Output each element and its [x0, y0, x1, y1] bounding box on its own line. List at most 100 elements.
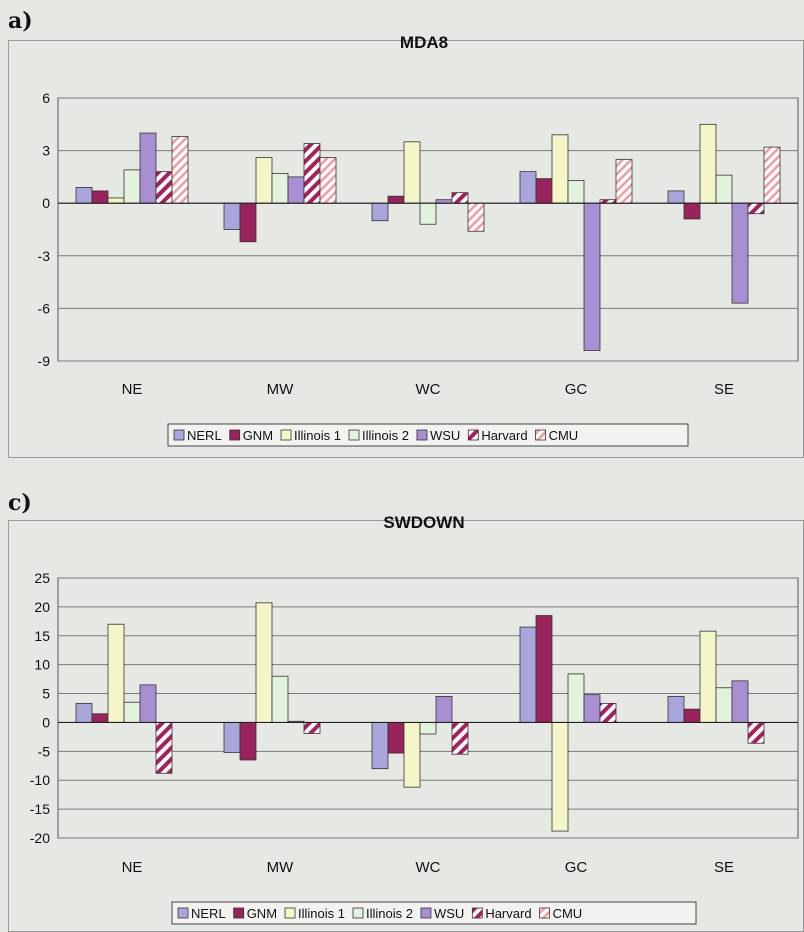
- bar-wsu-ne: [139, 684, 157, 723]
- plot-area: [57, 577, 799, 839]
- y-tick-label: 5: [42, 686, 50, 702]
- bar-gnm-ne: [91, 713, 109, 723]
- y-tick-label: 0: [42, 714, 50, 730]
- plot-area: [57, 97, 799, 362]
- bar-harvard-wc: [451, 192, 469, 204]
- bar-illinois-2-gc: [567, 673, 585, 723]
- bar-gnm-mw: [239, 722, 257, 761]
- category-label: SE: [714, 859, 734, 876]
- legend-label: CMU: [549, 428, 579, 443]
- bar-cmu-gc: [615, 158, 633, 204]
- bar-illinois-1-gc: [551, 722, 569, 832]
- bar-illinois-2-se: [715, 174, 733, 204]
- legend-label: NERL: [187, 428, 222, 443]
- legend-label: WSU: [434, 906, 464, 921]
- legend-swatch: [539, 907, 550, 919]
- legend-swatch: [535, 429, 546, 441]
- bar-nerl-ne: [75, 187, 93, 204]
- bar-wsu-se: [731, 680, 749, 723]
- y-tick-label: -15: [30, 801, 50, 817]
- bar-harvard-mw: [303, 722, 321, 734]
- legend-swatch: [352, 907, 364, 919]
- legend-label: GNM: [247, 906, 277, 921]
- y-tick-label: -9: [38, 353, 51, 369]
- bar-nerl-ne: [75, 702, 93, 723]
- bar-harvard-wc: [451, 722, 469, 755]
- legend-swatch: [420, 907, 432, 919]
- bar-illinois-1-ne: [107, 623, 125, 723]
- bar-nerl-mw: [223, 202, 241, 230]
- category-label: NE: [122, 859, 143, 876]
- bar-harvard-ne: [155, 722, 173, 774]
- bar-gnm-wc: [387, 195, 405, 204]
- bar-illinois-1-mw: [255, 602, 273, 723]
- legend-label: Harvard: [485, 906, 531, 921]
- bar-nerl-se: [667, 696, 685, 723]
- bar-wsu-gc: [583, 202, 601, 351]
- bar-illinois-2-mw: [271, 675, 289, 723]
- legend-label: Illinois 1: [298, 906, 345, 921]
- bar-gnm-gc: [535, 178, 553, 204]
- bar-nerl-wc: [371, 722, 389, 770]
- legend-swatch: [348, 429, 360, 441]
- legend-label: CMU: [553, 906, 583, 921]
- legend-label: Illinois 2: [362, 428, 409, 443]
- bar-illinois-1-mw: [255, 157, 273, 204]
- legend: NERL GNM Illinois 1 Illinois 2 WSU Harvard CMU: [171, 901, 697, 925]
- bar-cmu-ne: [171, 136, 189, 204]
- bar-cmu-mw: [319, 157, 337, 204]
- category-label: WC: [416, 381, 441, 398]
- legend-swatch: [173, 429, 185, 441]
- bar-illinois-2-wc: [419, 202, 437, 225]
- y-tick-label: 0: [42, 195, 50, 211]
- legend-box: [171, 901, 697, 925]
- legend-swatch: [284, 907, 296, 919]
- legend-swatch: [177, 907, 189, 919]
- bar-wsu-mw: [287, 176, 305, 204]
- bar-illinois-2-ne: [123, 169, 141, 204]
- legend-label: Illinois 1: [294, 428, 341, 443]
- bar-harvard-mw: [303, 143, 321, 204]
- y-tick-label: -20: [30, 830, 50, 846]
- bar-illinois-1-wc: [403, 722, 421, 788]
- y-tick-label: 6: [42, 90, 50, 106]
- chart-title: MDA8: [400, 33, 448, 52]
- category-label: NE: [122, 381, 143, 398]
- category-label: WC: [416, 859, 441, 876]
- category-label: GC: [565, 381, 588, 398]
- y-tick-label: -6: [38, 300, 51, 316]
- legend-swatch: [233, 907, 245, 919]
- bar-harvard-ne: [155, 171, 173, 204]
- legend-swatch: [471, 907, 483, 919]
- bar-illinois-1-gc: [551, 134, 569, 204]
- bar-illinois-1-wc: [403, 141, 421, 204]
- legend: NERL GNM Illinois 1 Illinois 2 WSU Harvard CMU: [167, 423, 689, 447]
- chart-1: 25 20 15 10 5 0 -5 -10 -15 -20 SWDOWN NE MW WC GC SE NER…: [30, 513, 799, 925]
- legend-label: Harvard: [481, 428, 527, 443]
- y-tick-label: 25: [34, 570, 50, 586]
- bar-cmu-wc: [467, 202, 485, 232]
- y-tick-label: 15: [34, 628, 50, 644]
- legend-label: WSU: [430, 428, 460, 443]
- y-tick-label: -3: [38, 248, 51, 264]
- legend-label: NERL: [191, 906, 226, 921]
- bar-illinois-1-se: [699, 123, 717, 204]
- bar-gnm-mw: [239, 202, 257, 243]
- bar-gnm-ne: [91, 190, 109, 204]
- bar-nerl-mw: [223, 722, 241, 753]
- bar-illinois-2-mw: [271, 172, 289, 204]
- bar-wsu-se: [731, 202, 749, 304]
- bar-illinois-1-ne: [107, 197, 125, 204]
- legend-label: Illinois 2: [366, 906, 413, 921]
- bar-illinois-1-se: [699, 630, 717, 723]
- bar-gnm-se: [683, 708, 701, 723]
- chart-0: 6 3 0 -3 -6 -9 MDA8 NE MW WC GC SE NERL GNM Illinois 1…: [38, 33, 799, 447]
- legend-swatch: [280, 429, 292, 441]
- y-tick-label: -5: [38, 743, 51, 759]
- y-tick-label: -10: [30, 772, 50, 788]
- bar-wsu-ne: [139, 132, 157, 204]
- bar-nerl-gc: [519, 626, 537, 723]
- y-tick-label: 3: [42, 143, 50, 159]
- category-label: MW: [267, 859, 294, 876]
